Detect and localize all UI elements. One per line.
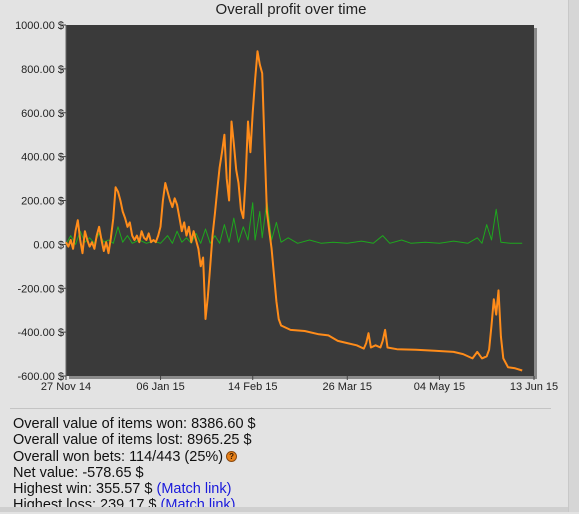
net-value-row: Net value: -578.65 $ — [13, 465, 553, 481]
horizontal-scrollbar[interactable] — [0, 507, 568, 512]
x-tick-label: 26 Mar 15 — [323, 381, 373, 393]
highest-win-row: Highest win: 355.57 $ (Match link) — [13, 481, 553, 497]
section-divider — [10, 408, 551, 409]
items-lost-value: 8965.25 $ — [187, 432, 252, 449]
net-value-label: Net value: — [13, 464, 79, 481]
y-tick-label: 400.00 $ — [21, 152, 64, 164]
x-axis: 27 Nov 14 06 Jan 15 14 Feb 15 26 Mar 15 04 M… — [41, 376, 558, 393]
y-tick-label: -200.00 $ — [18, 283, 64, 295]
y-tick-label: -600.00 $ — [18, 371, 64, 383]
x-tick-label: 27 Nov 14 — [41, 381, 91, 393]
y-tick-label: -400.00 $ — [18, 327, 64, 339]
items-lost-label: Overall value of items lost: — [13, 432, 184, 449]
x-tick-label: 04 May 15 — [414, 381, 465, 393]
y-tick-label: 0.00 $ — [33, 239, 64, 251]
highest-win-label: Highest win: — [13, 481, 92, 498]
y-tick-label: 200.00 $ — [21, 196, 64, 208]
profit-chart: Overall profit over time 1000.00 $ 800.00… — [15, 1, 558, 393]
x-tick-label: 13 Jun 15 — [510, 381, 558, 393]
x-tick-label: 14 Feb 15 — [228, 381, 278, 393]
y-tick-label: 600.00 $ — [21, 108, 64, 120]
profit-series-line-orange — [65, 50, 523, 372]
series-layer — [65, 50, 523, 372]
chart-title: Overall profit over time — [216, 1, 367, 18]
items-won-label: Overall value of items won: — [13, 416, 188, 432]
right-panel-edge — [568, 0, 579, 512]
x-tick-label: 06 Jan 15 — [136, 381, 184, 393]
net-value: -578.65 $ — [82, 464, 144, 481]
won-bets-row: Overall won bets: 114/443 (25%)? — [13, 449, 553, 465]
help-icon[interactable]: ? — [226, 451, 238, 463]
plot-area — [66, 25, 534, 376]
won-bets-value: 114/443 (25%) — [129, 448, 224, 465]
y-tick-label: 1000.00 $ — [15, 20, 64, 32]
items-won-row: Overall value of items won: 8386.60 $ — [13, 416, 553, 432]
profit-series-line-green — [65, 200, 523, 245]
stats-panel: Overall value of items won: 8386.60 $ Ov… — [13, 416, 553, 514]
highest-win-match-link[interactable]: (Match link) — [156, 481, 232, 498]
items-won-value: 8386.60 $ — [191, 416, 256, 432]
highest-win-value: 355.57 $ — [96, 481, 153, 498]
y-axis: 1000.00 $ 800.00 $ 600.00 $ 400.00 $ 200.00 … — [15, 20, 66, 383]
items-lost-row: Overall value of items lost: 8965.25 $ — [13, 432, 553, 448]
y-tick-label: 800.00 $ — [21, 64, 64, 76]
won-bets-label: Overall won bets: — [13, 448, 126, 465]
